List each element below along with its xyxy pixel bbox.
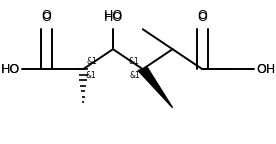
Text: HO: HO [103,9,123,22]
Text: HO: HO [1,63,20,76]
Text: HO: HO [1,63,20,76]
Text: &1: &1 [87,57,97,66]
Polygon shape [138,68,172,108]
Text: &1: &1 [128,57,139,66]
Text: OH: OH [256,63,275,76]
Text: &1: &1 [130,71,140,80]
Text: &1: &1 [86,71,96,80]
Text: HO: HO [103,11,123,23]
Text: O: O [197,11,207,23]
Text: O: O [197,9,207,22]
Text: OH: OH [256,63,275,76]
Text: O: O [41,11,51,23]
Text: O: O [41,9,51,22]
